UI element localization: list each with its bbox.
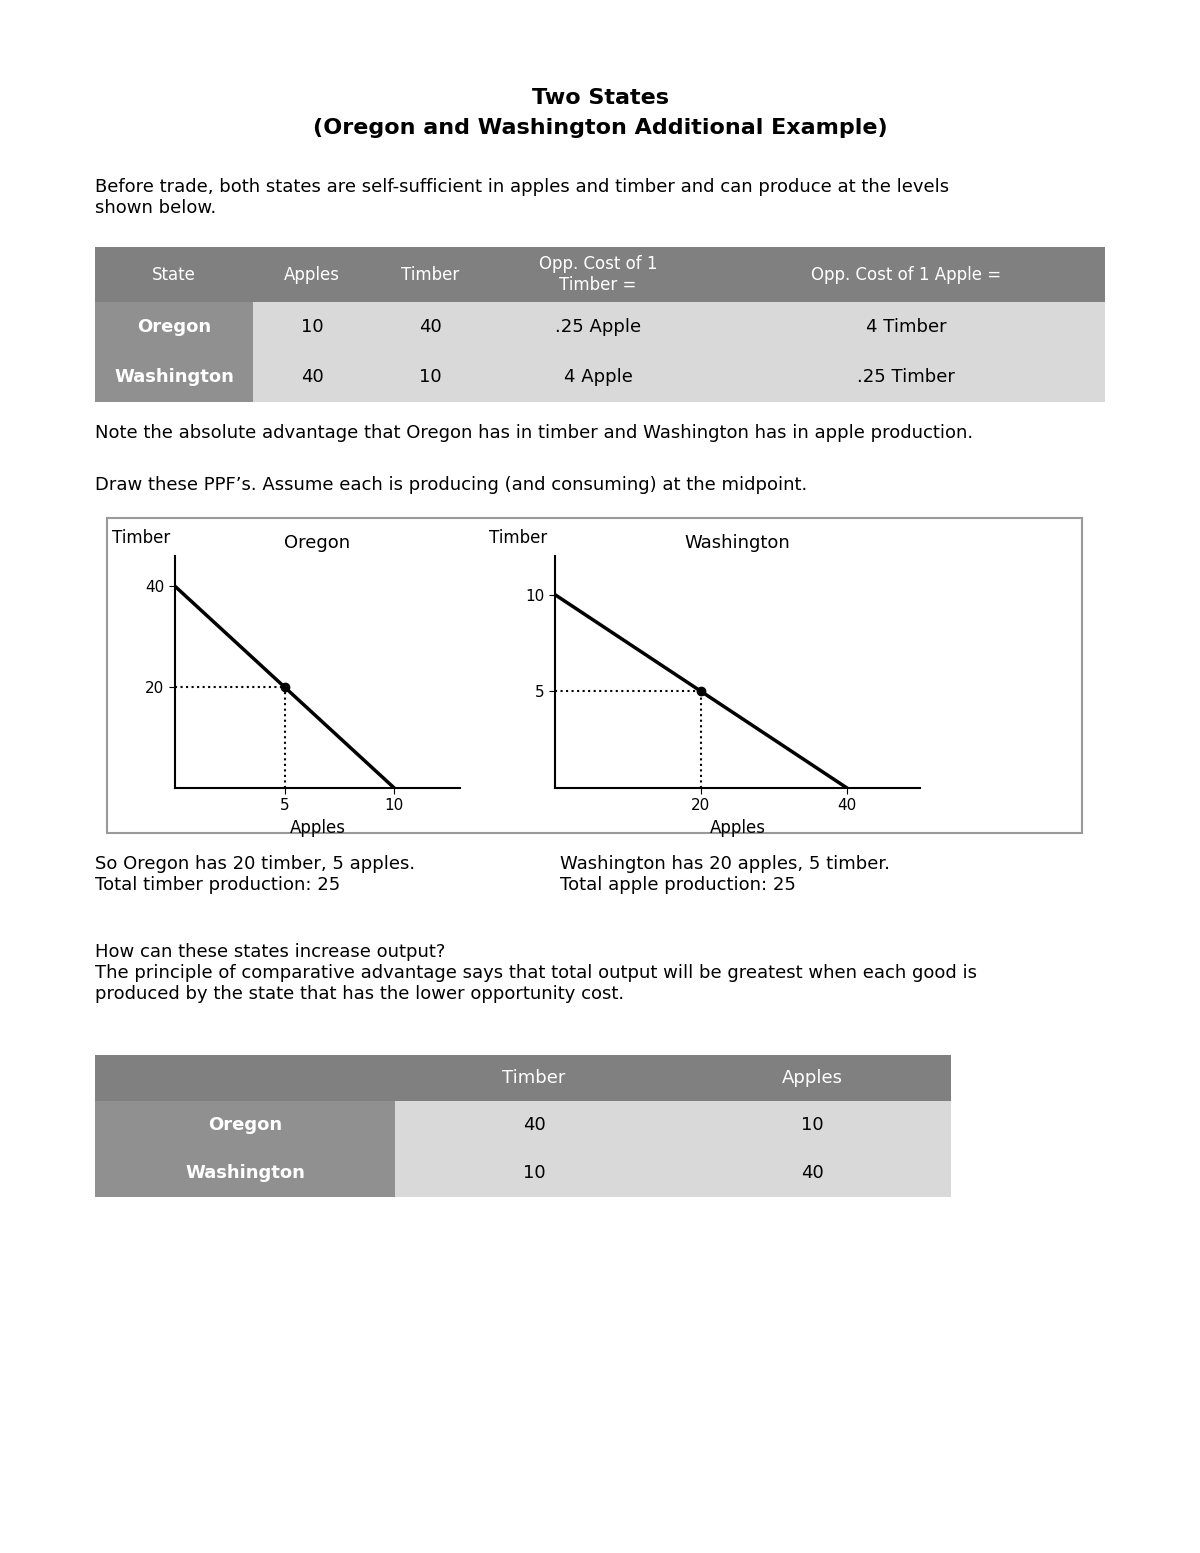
Text: Timber: Timber <box>503 1068 565 1087</box>
Text: .25 Timber: .25 Timber <box>857 368 955 387</box>
X-axis label: Apples: Apples <box>289 818 346 837</box>
Text: Timber: Timber <box>113 528 170 547</box>
Text: Timber: Timber <box>490 528 547 547</box>
Bar <box>371 353 490 402</box>
Text: Opp. Cost of 1
Timber =: Opp. Cost of 1 Timber = <box>539 255 658 294</box>
Text: 40: 40 <box>523 1117 545 1134</box>
Text: Opp. Cost of 1 Apple =: Opp. Cost of 1 Apple = <box>811 266 1001 284</box>
Text: Washington: Washington <box>185 1165 305 1182</box>
Text: Oregon: Oregon <box>208 1117 282 1134</box>
Bar <box>673 1101 952 1149</box>
Text: (Oregon and Washington Additional Example): (Oregon and Washington Additional Exampl… <box>313 118 887 138</box>
Bar <box>490 353 707 402</box>
Text: Apples: Apples <box>781 1068 842 1087</box>
Text: 40: 40 <box>419 318 442 335</box>
Bar <box>707 353 1105 402</box>
Text: Apples: Apples <box>284 266 340 284</box>
Text: Washington: Washington <box>114 368 234 387</box>
Text: Timber: Timber <box>401 266 460 284</box>
Bar <box>107 519 1082 832</box>
Bar <box>95 1054 952 1101</box>
Bar <box>707 301 1105 353</box>
Title: Washington: Washington <box>685 534 791 551</box>
Bar <box>395 1101 673 1149</box>
Title: Oregon: Oregon <box>284 534 350 551</box>
Text: 40: 40 <box>301 368 323 387</box>
Bar <box>395 1149 673 1197</box>
Bar <box>490 301 707 353</box>
Text: Washington has 20 apples, 5 timber.
Total apple production: 25: Washington has 20 apples, 5 timber. Tota… <box>560 856 890 895</box>
Text: 40: 40 <box>800 1165 823 1182</box>
Text: 4 Timber: 4 Timber <box>865 318 947 335</box>
Bar <box>371 301 490 353</box>
Text: 10: 10 <box>301 318 323 335</box>
Bar <box>95 301 253 353</box>
Bar <box>95 353 253 402</box>
X-axis label: Apples: Apples <box>709 818 766 837</box>
Text: Oregon: Oregon <box>137 318 211 335</box>
Bar <box>95 247 1105 301</box>
Text: Note the absolute advantage that Oregon has in timber and Washington has in appl: Note the absolute advantage that Oregon … <box>95 424 973 443</box>
Text: Two States: Two States <box>532 89 668 109</box>
Text: 10: 10 <box>523 1165 545 1182</box>
Text: .25 Apple: .25 Apple <box>554 318 641 335</box>
Text: How can these states increase output?
The principle of comparative advantage say: How can these states increase output? Th… <box>95 943 977 1003</box>
Text: Before trade, both states are self-sufficient in apples and timber and can produ: Before trade, both states are self-suffi… <box>95 179 949 217</box>
Text: Draw these PPF’s. Assume each is producing (and consuming) at the midpoint.: Draw these PPF’s. Assume each is produci… <box>95 477 808 494</box>
Bar <box>95 1101 395 1149</box>
Bar <box>253 301 371 353</box>
Text: State: State <box>152 266 196 284</box>
Bar <box>673 1149 952 1197</box>
Text: 4 Apple: 4 Apple <box>564 368 632 387</box>
Bar <box>253 353 371 402</box>
Text: 10: 10 <box>419 368 442 387</box>
Text: So Oregon has 20 timber, 5 apples.
Total timber production: 25: So Oregon has 20 timber, 5 apples. Total… <box>95 856 415 895</box>
Text: 10: 10 <box>800 1117 823 1134</box>
Bar <box>95 1149 395 1197</box>
